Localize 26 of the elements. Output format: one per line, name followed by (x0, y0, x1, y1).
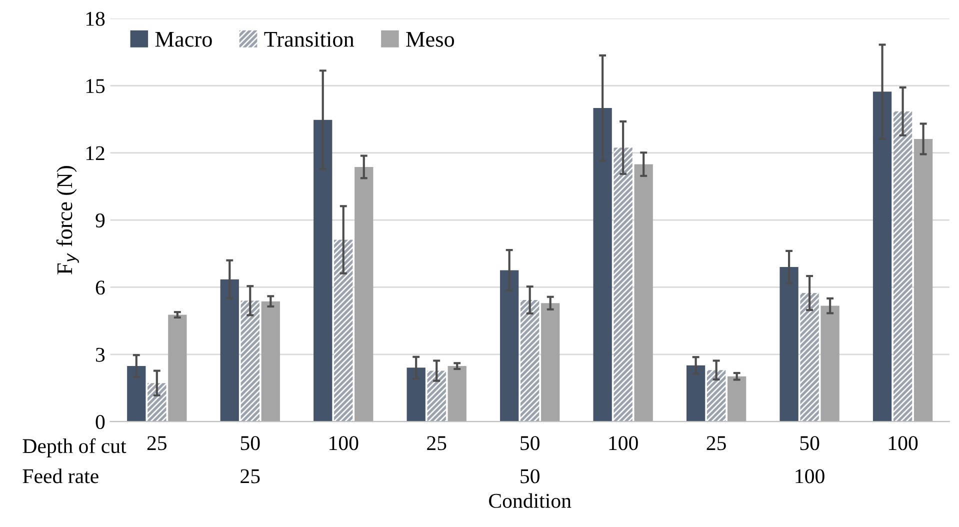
text: 100 (796, 469, 824, 484)
x-tick-label: 25 (427, 436, 446, 450)
text: 50 (520, 469, 540, 484)
x-tick-label: 100 (609, 436, 638, 450)
x-tick-label: 25 (706, 436, 726, 450)
legend-label: Transition (264, 32, 354, 47)
y-tick-label: 0 (96, 414, 105, 430)
x-tick-label: 25 (147, 436, 167, 450)
y-tick-label: 12 (86, 146, 104, 160)
x-tick-label: 100 (889, 436, 918, 450)
x-tick-label: 100 (330, 436, 358, 450)
text: Depth of cut (22, 438, 126, 458)
y-tick-label: 6 (96, 280, 105, 295)
y-tick-label: 9 (96, 213, 105, 228)
x-axis-title: Condition (489, 493, 572, 508)
y-tick-label: 18 (86, 12, 105, 26)
text: 25 (240, 469, 260, 484)
x-tick-label: 50 (240, 436, 260, 450)
x-tick-label: 50 (520, 436, 540, 450)
y-tick-label: 15 (86, 79, 105, 94)
legend-label: Macro (155, 32, 212, 47)
text: Feed rate (22, 468, 98, 484)
x-tick-label: 50 (800, 436, 820, 450)
y-axis-title: F$_{y}$ force (N) (56, 166, 79, 274)
legend-label: Meso (406, 32, 454, 47)
y-tick-label: 3 (96, 348, 105, 362)
